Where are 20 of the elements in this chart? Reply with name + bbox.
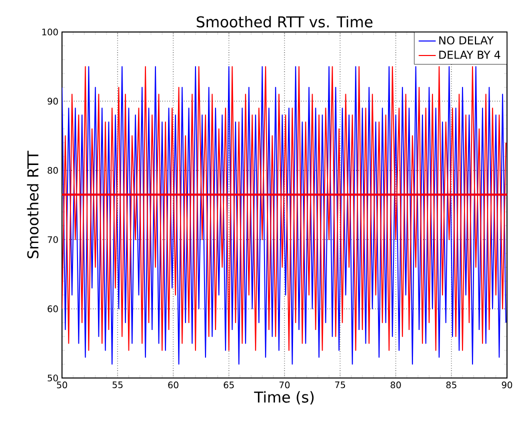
y-tick-label: 50 (48, 374, 58, 382)
y-tick-label: 90 (48, 98, 58, 105)
y-tick-label: 80 (48, 167, 58, 174)
x-tick-label: 55 (112, 382, 123, 388)
x-tick-label: 85 (446, 382, 456, 388)
x-tick-label: 75 (335, 382, 346, 388)
x-tick-label: 50 (56, 382, 68, 388)
y-tick-label: 100 (42, 28, 58, 36)
x-axis-title: Time (s) (254, 391, 314, 404)
y-tick-label: 60 (48, 305, 58, 312)
x-tick-label: 90 (502, 382, 512, 388)
chart-title: Smoothed RTT vs. Time (196, 16, 372, 28)
legend-label: DELAY BY 4 (439, 50, 500, 59)
x-tick-label: 60 (168, 382, 178, 388)
y-axis-title: Smoothed RTT (26, 150, 39, 258)
x-tick-label: 65 (224, 382, 234, 388)
text: NO DELAY (439, 36, 494, 44)
x-tick-label: 80 (390, 382, 401, 388)
x-tick-label: 70 (280, 382, 290, 388)
y-tick-label: 70 (48, 236, 58, 243)
